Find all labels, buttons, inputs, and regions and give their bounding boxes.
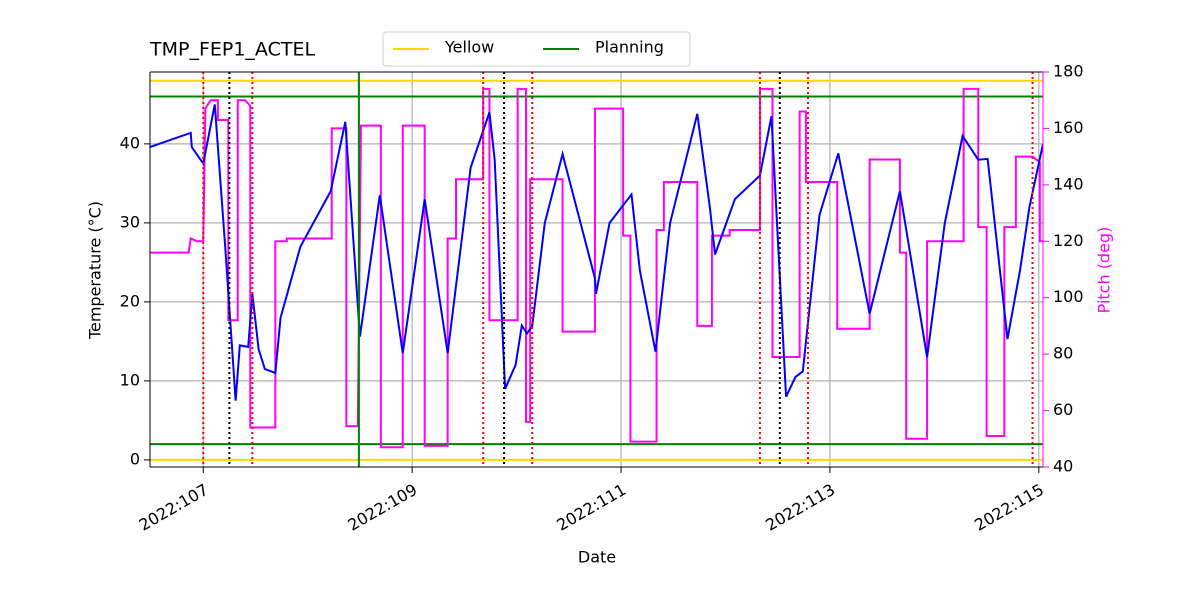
y2-tick-label: 160 (1053, 118, 1084, 137)
x-tick-label: 2022:107 (136, 480, 212, 535)
y2-tick-label: 180 (1053, 62, 1084, 81)
y-axis-label: Temperature (°C) (86, 201, 105, 340)
legend-box (382, 31, 691, 67)
x-tick-label: 2022:113 (762, 480, 838, 535)
y2-tick-label: 120 (1053, 231, 1084, 250)
y-tick-label: 30 (120, 212, 140, 231)
y-tick-label: 40 (120, 133, 140, 152)
y2-tick-label: 40 (1053, 457, 1073, 476)
plot (150, 72, 1043, 467)
series-line (150, 104, 1043, 401)
x-tick-label: 2022:115 (971, 480, 1047, 535)
y2-axis-label: Pitch (deg) (1095, 227, 1114, 314)
y-tick-label: 0 (130, 449, 140, 468)
y2-tick-label: 60 (1053, 400, 1073, 419)
y2-tick-label: 140 (1053, 174, 1084, 193)
legend-label: Planning (595, 38, 664, 57)
y2-tick-label: 80 (1053, 344, 1073, 363)
x-tick-label: 2022:109 (345, 480, 421, 535)
y-tick-label: 10 (120, 370, 140, 389)
y2-tick-label: 100 (1053, 287, 1084, 306)
x-tick-label: 2022:111 (553, 480, 629, 535)
chart-title: TMP_FEP1_ACTEL (149, 39, 315, 61)
legend-label: Yellow (444, 38, 494, 57)
series-line (150, 87, 1043, 449)
y-tick-label: 20 (120, 291, 140, 310)
x-axis-label: Date (578, 548, 616, 567)
